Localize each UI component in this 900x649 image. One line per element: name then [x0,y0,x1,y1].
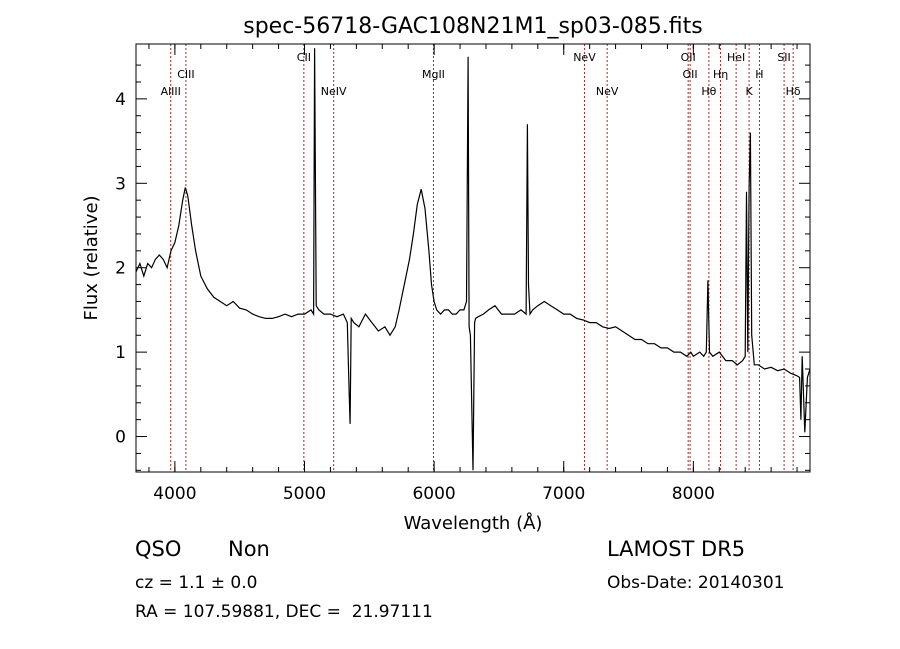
y-tick-label: 1 [115,343,126,363]
x-axis-label: Wavelength (Å) [404,512,543,534]
x-tick-label: 4000 [153,484,196,504]
spectrum-line [135,48,811,471]
x-tick-label: 5000 [283,484,326,504]
object-subclass: Non [228,537,270,561]
y-tick-label: 2 [115,259,126,279]
emission-line-label: NeIV [321,85,347,98]
coordinates: RA = 107.59881, DEC = 21.97111 [135,602,433,622]
emission-line-label: Hη [713,68,728,81]
emission-line-label: NeV [596,85,619,98]
object-class: QSO [135,537,182,561]
emission-line-label: Hθ [701,85,716,98]
emission-line-label: NeV [573,51,596,64]
y-tick-label: 3 [115,174,126,194]
emission-line-label: K [745,85,753,98]
y-tick-label: 4 [115,90,126,110]
survey-name: LAMOST DR5 [607,537,746,561]
axis-ticks: 4000 5000 6000 7000 8000 0 1 2 3 4 [115,44,810,504]
emission-line-label: HeI [727,51,745,64]
emission-line-label: OII [681,51,696,64]
emission-line-label: Hδ [786,85,801,98]
emission-line-label: CIII [177,68,194,81]
chart-title: spec-56718-GAC108N21M1_sp03-085.fits [243,14,703,39]
emission-line-label: CII [297,51,311,64]
emission-line-markers: AlIIICIIICIINeIVMgIINeVNeVOIIOIIHθHηHeIK… [161,44,801,472]
x-tick-label: 7000 [542,484,585,504]
emission-line-label: OII [683,68,698,81]
observation-date: Obs-Date: 20140301 [607,573,785,593]
plot-frame [135,43,811,473]
y-tick-label: 0 [115,428,126,448]
y-axis-label: Flux (relative) [81,195,102,320]
x-tick-label: 8000 [672,484,715,504]
x-tick-label: 6000 [412,484,455,504]
emission-line-label: MgII [422,68,445,81]
redshift-value: cz = 1.1 ± 0.0 [135,573,258,593]
emission-line-label: AlIII [161,85,181,98]
emission-line-label: SII [777,51,790,64]
emission-line-label: H [755,68,763,81]
